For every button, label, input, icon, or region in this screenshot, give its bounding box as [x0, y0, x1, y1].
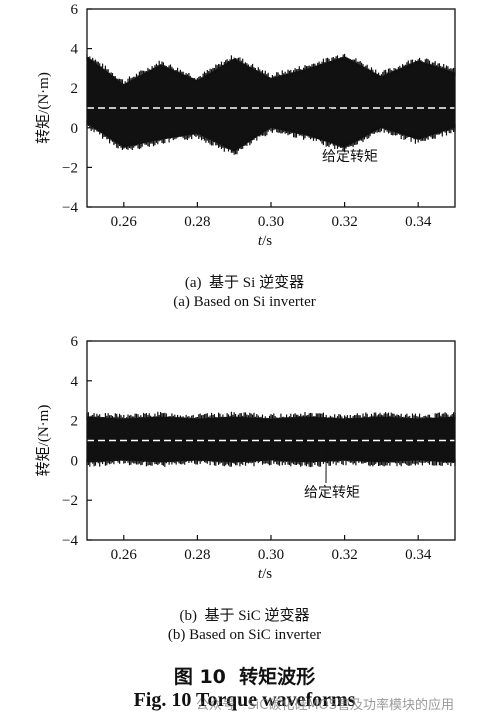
- x-tick-label-b: 0.30: [258, 547, 284, 563]
- x-tick-label-b: 0.28: [184, 547, 210, 563]
- y-tick-label-b: 0: [71, 453, 79, 469]
- x-axis-label-a: t/s: [258, 233, 272, 249]
- torque-band-a: [87, 56, 455, 152]
- x-tick-label-a: 0.32: [331, 214, 357, 230]
- figure-title-en: Fig. 10 Torque waveforms: [133, 689, 356, 711]
- x-tick-label-a: 0.28: [184, 214, 210, 230]
- caption-b-en: (b) Based on SiC inverter: [167, 627, 322, 643]
- figure-title-cn: 图 10 转矩波形: [173, 666, 316, 688]
- y-tick-label-b: −2: [62, 493, 78, 509]
- y-tick-label-a: −2: [62, 160, 78, 176]
- caption-b-cn: (b) 基于 SiC 逆变器: [179, 608, 310, 624]
- x-tick-label-b: 0.26: [111, 547, 138, 563]
- caption-a-en: (a) Based on Si inverter: [173, 294, 316, 310]
- y-tick-label-b: −4: [62, 533, 78, 549]
- chart-b-sic-inverter: 0.26 0.28 0.30 0.32 0.34 −4 −2 0 2 4 6 t/s 转矩/(N·m) 给…: [35, 334, 456, 582]
- x-tick-label-a: 0.34: [405, 214, 432, 230]
- x-tick-label-b: 0.34: [405, 547, 432, 563]
- y-axis-label-b: 转矩/(N·m): [35, 405, 52, 477]
- annotation-label-b: 给定转矩: [304, 485, 360, 501]
- x-tick-label-a: 0.26: [111, 214, 138, 230]
- y-tick-label-a: 6: [71, 2, 79, 18]
- y-tick-label-a: 0: [71, 121, 79, 137]
- torque-ripple-bottom-b: [86, 456, 456, 468]
- annotation-label-a: 给定转矩: [322, 149, 378, 165]
- y-axis-label-a: 转矩/(N·m): [35, 72, 52, 144]
- watermark-text: 公众号 · SiC碳化硅MOS管及功率模块的应用: [196, 698, 455, 713]
- torque-ripple-top-b: [86, 411, 456, 423]
- torque-band-b: [87, 416, 455, 463]
- y-tick-label-a: 4: [71, 42, 79, 58]
- x-axis-label-b: t/s: [258, 566, 272, 582]
- x-tick-label-a: 0.30: [258, 214, 284, 230]
- y-tick-label-b: 2: [71, 414, 79, 430]
- y-tick-label-b: 6: [71, 334, 79, 350]
- caption-a-cn: (a) 基于 Si 逆变器: [184, 275, 305, 291]
- y-tick-label-a: −4: [62, 200, 78, 216]
- y-tick-label-a: 2: [71, 81, 79, 97]
- x-tick-label-b: 0.32: [331, 547, 357, 563]
- y-tick-label-b: 4: [71, 374, 79, 390]
- chart-a-si-inverter: 0.26 0.28 0.30 0.32 0.34 −4 −2 0 2 4 6 t/s 转矩/(N·m) 给…: [35, 2, 456, 249]
- annotation-leader-a: [329, 107, 345, 148]
